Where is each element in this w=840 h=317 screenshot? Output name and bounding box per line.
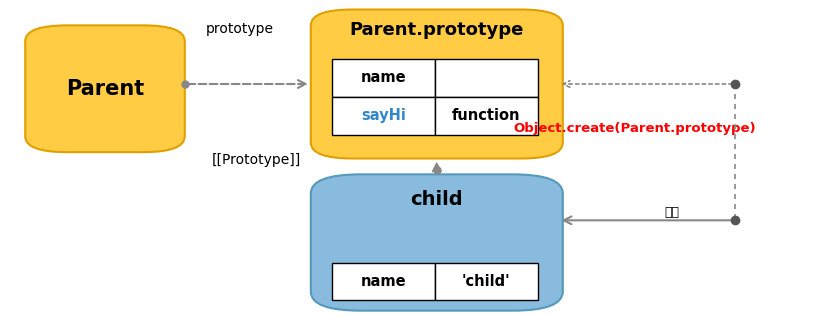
Text: Parent: Parent xyxy=(66,79,144,99)
Bar xyxy=(332,97,435,135)
Bar xyxy=(435,263,538,300)
Text: Object.create(Parent.prototype): Object.create(Parent.prototype) xyxy=(513,122,755,135)
Text: 'child': 'child' xyxy=(462,274,511,289)
Bar xyxy=(332,263,435,300)
Text: name: name xyxy=(360,274,406,289)
FancyBboxPatch shape xyxy=(311,174,563,311)
Text: function: function xyxy=(452,108,521,123)
Text: 생성: 생성 xyxy=(664,206,680,219)
Bar xyxy=(435,59,538,97)
Text: name: name xyxy=(360,70,406,85)
FancyBboxPatch shape xyxy=(311,10,563,158)
Text: Parent.prototype: Parent.prototype xyxy=(349,21,524,39)
FancyBboxPatch shape xyxy=(25,25,185,152)
Text: [[Prototype]]: [[Prototype]] xyxy=(212,153,301,167)
Bar xyxy=(332,59,435,97)
Bar xyxy=(435,97,538,135)
Text: prototype: prototype xyxy=(206,22,273,36)
Text: sayHi: sayHi xyxy=(361,108,406,123)
Text: child: child xyxy=(411,190,463,209)
